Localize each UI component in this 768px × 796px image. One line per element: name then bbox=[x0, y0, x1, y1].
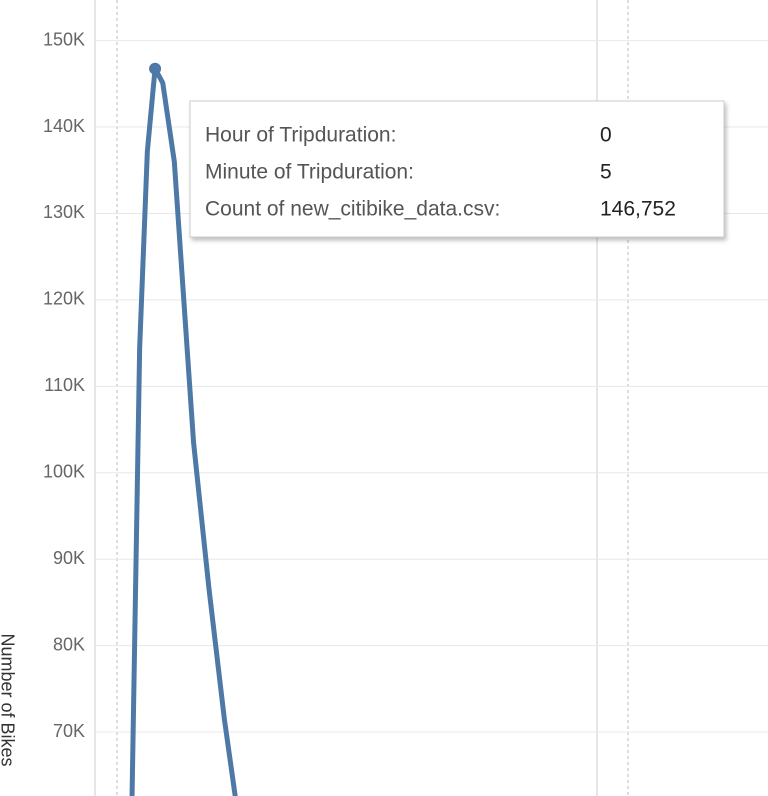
y-tick-label: 80K bbox=[53, 634, 85, 654]
highlight-point bbox=[149, 62, 162, 75]
y-tick-label: 140K bbox=[43, 116, 85, 136]
tooltip-value: 5 bbox=[600, 161, 612, 184]
tooltip: Hour of Tripduration: 0 Minute of Tripdura… bbox=[189, 100, 725, 238]
y-axis-title: Number of Bikes bbox=[0, 633, 17, 766]
y-tick-label: 150K bbox=[43, 29, 85, 49]
y-tick-label: 100K bbox=[43, 462, 85, 482]
line bbox=[129, 66, 238, 796]
tooltip-value: 0 bbox=[600, 124, 612, 147]
marks bbox=[129, 62, 238, 796]
y-tick-label: 90K bbox=[53, 548, 85, 568]
y-tick-label: 120K bbox=[43, 289, 85, 309]
tooltip-value: 146,752 bbox=[600, 198, 676, 221]
tooltip-label: Hour of Tripduration: bbox=[205, 124, 396, 147]
y-tick-label: 110K bbox=[44, 375, 85, 395]
tooltip-label: Minute of Tripduration: bbox=[205, 161, 414, 184]
tooltip-box bbox=[189, 100, 725, 238]
y-tick-label: 70K bbox=[53, 721, 85, 741]
tooltip-label: Count of new_citibike_data.csv: bbox=[205, 198, 500, 221]
y-tick-label: 130K bbox=[43, 202, 85, 222]
